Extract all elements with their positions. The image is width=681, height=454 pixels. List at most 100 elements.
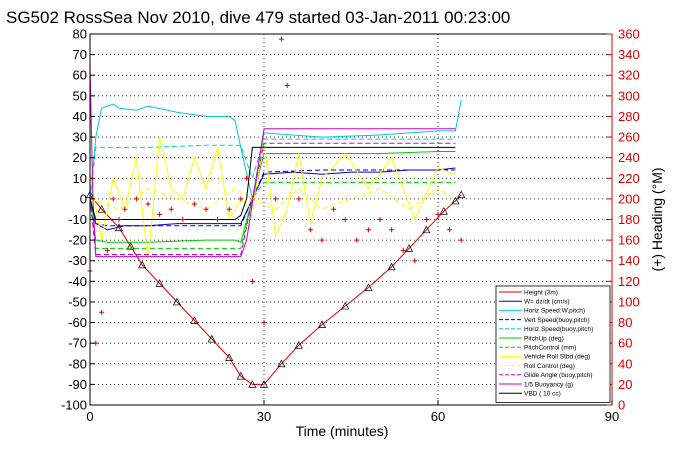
series-line-horiz-speed-buoy-pitch (89, 138, 456, 199)
right-tick-label-60: 60 (618, 336, 632, 351)
heading-point-9 (157, 211, 163, 217)
right-tick-label-160: 160 (618, 233, 640, 248)
right-tick-label-300: 300 (618, 88, 640, 103)
series-marker-height-3m-13 (277, 359, 286, 368)
series-marker-height-3m-15 (317, 320, 327, 328)
heading-point-8 (145, 201, 151, 207)
left-tick-label-neg50: -50 (68, 294, 87, 309)
left-tick-label-neg40: -40 (68, 274, 87, 289)
series-line-horiz-speed-w-pitch (89, 99, 462, 200)
series-marker-height-3m-4 (138, 260, 147, 269)
right-tick-label-340: 340 (618, 47, 640, 62)
heading-point-24 (307, 227, 313, 233)
heading-point-19 (261, 320, 267, 326)
heading-point-17 (244, 175, 250, 181)
series-marker-height-3m-22 (451, 196, 460, 205)
left-tick-label-80: 80 (73, 27, 87, 42)
x-tick-label-90: 90 (605, 409, 619, 424)
series-marker-height-3m-14 (294, 340, 303, 349)
heading-point-34 (423, 217, 429, 222)
heading-point-26 (331, 206, 337, 212)
heading-point-12 (191, 201, 197, 207)
left-tick-label-0: 0 (80, 191, 87, 206)
heading-point-18 (249, 278, 255, 284)
right-tick-label-320: 320 (618, 68, 640, 83)
series-marker-height-3m-20 (422, 225, 431, 234)
heading-point-2 (99, 309, 105, 315)
heading-point-5 (116, 217, 122, 222)
series-line-pitchcontrol-mm (89, 181, 456, 249)
x-tick-label-60: 60 (431, 409, 445, 424)
series-horiz-speed-w-pitch (89, 99, 462, 200)
series-vbd-10-cc (89, 146, 456, 220)
right-tick-label-360: 360 (618, 27, 640, 42)
left-tick-label-70: 70 (73, 47, 87, 62)
heading-point-35 (435, 211, 441, 217)
right-tick-label-260: 260 (618, 130, 640, 145)
legend-label-vert-speed-buoy-pitch: Vert Speed(buoy,pitch) (524, 317, 590, 324)
left-tick-label-neg60: -60 (68, 315, 87, 330)
heading-point-3 (104, 247, 110, 253)
series-marker-height-3m-17 (364, 283, 373, 291)
series-marker-height-3m-1 (97, 204, 106, 213)
series-marker-height-3m-16 (341, 301, 350, 310)
series-marker-height-3m-7 (190, 316, 199, 324)
left-tick-label-60: 60 (73, 68, 87, 83)
left-tick-label-30: 30 (73, 130, 87, 145)
legend-box (495, 285, 611, 403)
left-tick-label-neg10: -10 (68, 212, 87, 227)
left-tick-label-neg80: -80 (68, 356, 87, 371)
heading-point-25 (319, 237, 325, 243)
series-marker-height-3m-8 (207, 334, 216, 343)
heading-point-27 (342, 217, 348, 222)
legend-label-roll-control-deg: Roll Control (deg) (524, 363, 575, 370)
heading-point-32 (400, 247, 406, 253)
left-tick-label-neg70: -70 (68, 336, 87, 351)
series-marker-height-3m-18 (387, 262, 396, 271)
right-tick-label-240: 240 (618, 150, 640, 165)
series-marker-height-3m-3 (126, 242, 135, 250)
chart-title: SG502 RossSea Nov 2010, dive 479 started… (6, 8, 510, 27)
legend-label-vehicle-roll-stbd-deg: Vehicle Roll Stbd (deg) (524, 354, 590, 361)
heading-point-10 (168, 206, 174, 212)
series-line-pitchup-deg (89, 151, 456, 243)
heading-point-11 (180, 217, 186, 222)
series-marker-height-3m-5 (155, 279, 164, 287)
heading-point-30 (377, 217, 383, 222)
right-tick-label-220: 220 (618, 171, 640, 186)
heading-point-23 (296, 196, 302, 202)
series-marker-height-3m-6 (172, 297, 182, 306)
heading-point-29 (365, 227, 371, 233)
right-tick-label-120: 120 (618, 274, 640, 289)
heading-point-37 (458, 237, 464, 243)
right-axis-label: (+) Heading (°M) (649, 167, 665, 271)
legend-label-vbd-10-cc: VBD ( 10 cc) (524, 391, 561, 398)
series-marker-height-3m-9 (225, 353, 234, 361)
axes-layer: -100-90-80-70-60-50-40-30-20-10010203040… (61, 27, 640, 425)
x-tick-label-30: 30 (257, 409, 271, 424)
left-tick-label-neg20: -20 (68, 233, 87, 248)
series-pitchup-deg (89, 151, 456, 243)
left-tick-label-neg30: -30 (68, 253, 87, 268)
right-tick-label-40: 40 (618, 356, 632, 371)
heading-point-7 (133, 196, 139, 202)
series-line-vert-speed-buoy-pitch (89, 169, 456, 227)
series-line-roll-control-deg (89, 187, 456, 210)
series-line-1-5-buoyancy-g (89, 64, 456, 258)
left-tick-label-neg90: -90 (68, 377, 87, 392)
series-marker-height-3m-10 (236, 371, 245, 380)
series-marker-height-3m-23 (457, 190, 466, 199)
series-layer (85, 36, 466, 388)
legend-label-pitchcontrol-mm: PitchControl (mm) (524, 345, 576, 352)
right-tick-label-200: 200 (618, 191, 640, 206)
series-roll-control-deg (89, 187, 456, 210)
series-glide-angle-buoy-pitch (89, 142, 456, 255)
heading-point-15 (226, 206, 232, 212)
heading-point-33 (412, 258, 418, 264)
series-marker-height-3m-21 (439, 207, 448, 215)
series-vert-speed-buoy-pitch (89, 169, 456, 227)
heading-point-14 (215, 217, 221, 222)
right-tick-label-80: 80 (618, 315, 632, 330)
legend-label-horiz-speed-buoy-pitch: Horiz Speed(buoy,pitch) (524, 326, 593, 333)
